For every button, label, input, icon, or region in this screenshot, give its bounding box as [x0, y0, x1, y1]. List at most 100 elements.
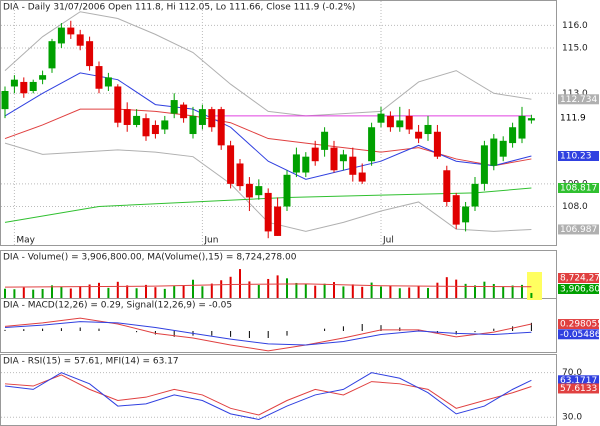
- volume-bar: [276, 275, 279, 298]
- candle-body: [20, 81, 28, 94]
- volume-bar: [314, 285, 317, 298]
- panel-title: DIA - MACD(12,26) = 0.29, Signal(12,26,9…: [3, 301, 232, 311]
- volume-bar: [483, 281, 486, 298]
- volume-bar: [13, 289, 16, 298]
- volume-bar: [51, 285, 53, 298]
- candle-body: [386, 115, 394, 128]
- candle-body: [349, 156, 357, 175]
- candle-body: [283, 174, 291, 207]
- candle-body: [48, 41, 56, 69]
- volume-bar: [502, 286, 505, 298]
- volume-bar: [248, 281, 251, 298]
- volume-bar: [455, 279, 458, 298]
- candle-body: [433, 131, 441, 157]
- value-tag-label: 8,724,278: [560, 274, 600, 284]
- candle-body: [255, 186, 263, 196]
- x-tick-label: Jun: [203, 236, 218, 246]
- volume-bar: [370, 282, 373, 298]
- candle-body: [95, 66, 103, 89]
- candle-body: [462, 206, 470, 223]
- volume-bar: [116, 281, 119, 298]
- volume-bar: [239, 269, 241, 298]
- value-tag: [558, 284, 599, 294]
- value-tag: [558, 383, 599, 394]
- value-tag-label: 57.6133: [560, 384, 597, 394]
- volume-bar: [398, 288, 401, 298]
- volume-bar: [295, 282, 298, 298]
- candle-body: [29, 81, 37, 91]
- volume-bar: [257, 285, 260, 298]
- candle-body: [471, 183, 479, 207]
- indicator-line: [4, 317, 532, 352]
- value-tag: [558, 113, 599, 124]
- volume-bar: [79, 286, 82, 298]
- value-tag-label: 0.298055: [560, 320, 600, 330]
- volume-bar: [88, 284, 91, 298]
- candle-body: [490, 138, 498, 166]
- value-tag: [558, 329, 599, 340]
- candle-body: [452, 195, 460, 225]
- volume-bar: [333, 282, 335, 298]
- volume-bar: [445, 277, 448, 298]
- volume-bar: [163, 288, 166, 298]
- candle-body: [499, 140, 507, 157]
- candle-body: [415, 131, 423, 139]
- volume-bar: [380, 286, 382, 298]
- value-tag: [558, 182, 599, 193]
- indicator-line: [4, 372, 532, 420]
- candle-body: [330, 147, 338, 171]
- volume-bar: [60, 286, 63, 298]
- volume-bar: [154, 287, 157, 298]
- value-tag: [558, 224, 599, 235]
- value-tag-label: 110.23: [560, 151, 592, 161]
- volume-bar: [530, 292, 533, 298]
- candle-body: [1, 91, 9, 110]
- highlight: [527, 272, 542, 300]
- candle-body: [161, 120, 169, 130]
- value-tag-label: 108.817: [560, 183, 597, 193]
- volume-bar: [464, 283, 467, 298]
- candle-body: [76, 34, 84, 46]
- volume-bar: [474, 285, 476, 298]
- volume-bar: [304, 284, 307, 298]
- value-tag-label: 112.734: [560, 95, 597, 105]
- volume-bar: [408, 287, 411, 298]
- y-tick-label: 70.0: [562, 368, 582, 378]
- volume-bar: [342, 286, 345, 298]
- volume-bar: [201, 286, 204, 298]
- candle-body: [10, 79, 18, 87]
- candle-body: [151, 124, 159, 135]
- panel-title: DIA - RSI(15) = 57.61, MFI(14) = 63.17: [3, 357, 179, 367]
- indicator-line: [4, 72, 532, 180]
- candle-body: [208, 109, 216, 128]
- volume-bar: [323, 283, 326, 298]
- volume-bar: [521, 284, 523, 298]
- volume-bar: [182, 285, 185, 298]
- volume-bar: [511, 285, 514, 298]
- y-tick-label: 116.0: [562, 21, 588, 31]
- candle-body: [67, 27, 75, 35]
- y-tick-label: 30.0: [562, 413, 582, 423]
- candle-body: [518, 115, 526, 139]
- volume-bar: [192, 279, 194, 298]
- value-tag: [558, 150, 599, 161]
- chart-title: DIA - Daily 31/07/2006 Open 111.8, Hi 11…: [3, 3, 355, 13]
- y-tick-label: 113.0: [562, 89, 588, 99]
- volume-bar: [267, 278, 270, 298]
- candle-body: [236, 163, 244, 187]
- value-tag: [558, 319, 599, 330]
- candle-body: [39, 75, 47, 80]
- candle-body: [377, 113, 385, 123]
- volume-bar: [229, 276, 232, 298]
- volume-bar: [173, 286, 176, 298]
- candle-body: [189, 115, 197, 135]
- y-tick-label: 115.0: [562, 43, 588, 53]
- candle-body: [424, 124, 432, 135]
- candle-body: [527, 118, 535, 121]
- value-tag: [558, 375, 599, 386]
- y-tick-label: 108.0: [562, 202, 588, 212]
- value-tag-label: 111.9: [560, 114, 586, 124]
- candle-body: [509, 127, 517, 144]
- candle-body: [114, 86, 122, 123]
- volume-bar: [417, 286, 420, 298]
